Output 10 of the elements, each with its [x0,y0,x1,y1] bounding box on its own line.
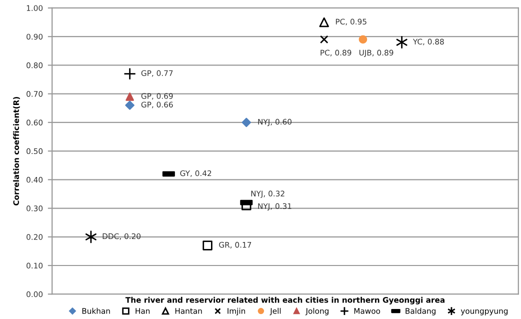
point [320,35,328,44]
point [202,240,212,250]
point [396,36,408,49]
point [125,100,134,110]
point [85,230,96,244]
point [358,35,368,44]
point [124,68,136,80]
point [242,118,252,128]
point [126,92,134,101]
point [319,17,329,28]
